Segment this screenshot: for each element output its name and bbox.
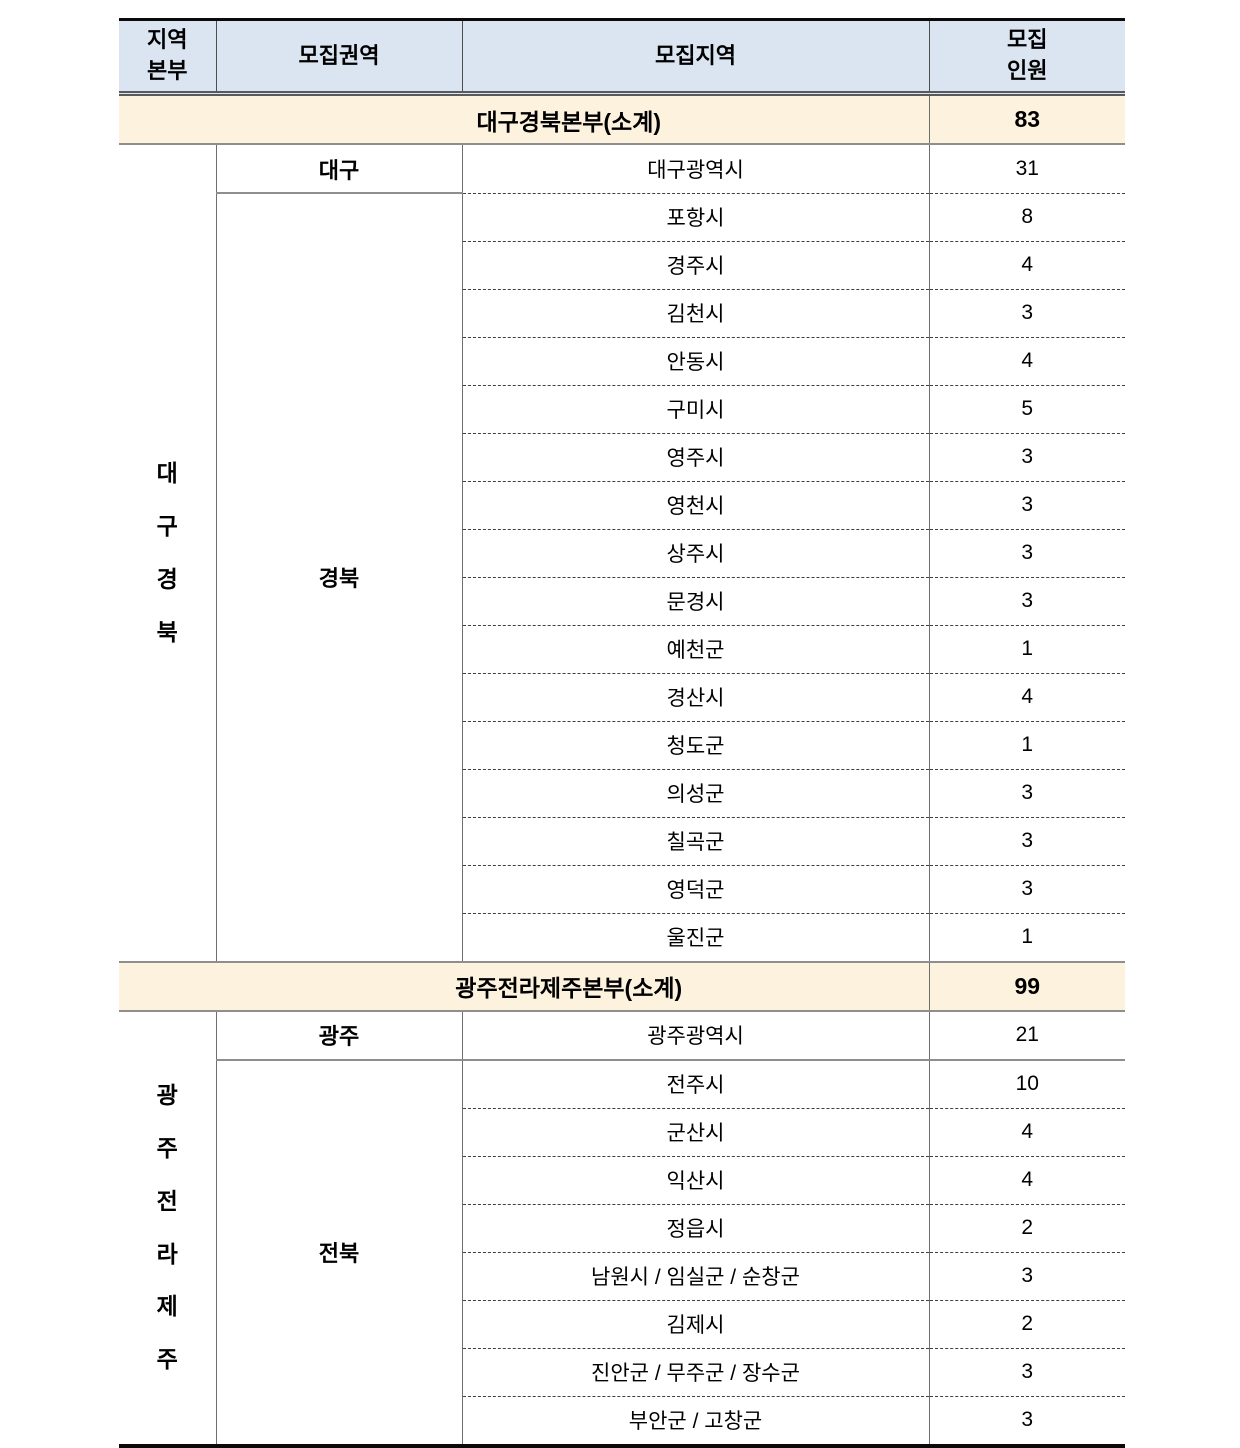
hq-vertical-label: 대 구 경 북 <box>119 144 216 962</box>
table-row: 진안군 / 무주군 / 장수군 3 <box>119 1347 1125 1396</box>
count-cell: 4 <box>928 1155 1125 1204</box>
area-cell: 부안군 / 고창군 <box>461 1395 929 1446</box>
area-cell: 영천시 <box>461 480 929 529</box>
area-cell: 광주광역시 <box>461 1010 929 1060</box>
subtotal-value: 83 <box>928 92 1125 145</box>
header-regional-hq: 지역 본부 <box>119 19 216 96</box>
count-cell: 1 <box>928 624 1125 673</box>
header-recruit-zone: 모집권역 <box>215 19 462 96</box>
count-cell: 4 <box>928 1107 1125 1156</box>
table-row: 김천시 3 <box>119 288 1125 337</box>
area-cell: 의성군 <box>461 768 929 817</box>
table-row: 경주시 4 <box>119 240 1125 289</box>
region-cell: 대구 <box>215 144 462 193</box>
area-cell: 경산시 <box>461 672 929 721</box>
count-cell: 3 <box>928 432 1125 481</box>
table-row: 김제시 2 <box>119 1299 1125 1348</box>
area-cell: 진안군 / 무주군 / 장수군 <box>461 1347 929 1396</box>
region-cell: 광주 <box>215 1010 462 1060</box>
count-cell: 8 <box>928 192 1125 241</box>
area-cell: 김천시 <box>461 288 929 337</box>
count-cell: 3 <box>928 480 1125 529</box>
count-cell: 3 <box>928 576 1125 625</box>
subtotal-label: 대구경북본부(소계) <box>119 92 929 145</box>
subtotal-row: 대구경북본부(소계) 83 <box>119 92 1125 145</box>
area-cell: 상주시 <box>461 528 929 577</box>
count-cell: 4 <box>928 336 1125 385</box>
area-cell: 익산시 <box>461 1155 929 1204</box>
area-cell: 울진군 <box>461 912 929 962</box>
table-row: 정읍시 2 <box>119 1203 1125 1252</box>
count-cell: 3 <box>928 864 1125 913</box>
count-cell: 31 <box>928 144 1125 193</box>
count-cell: 3 <box>928 1395 1125 1446</box>
table-row: 영천시 3 <box>119 480 1125 529</box>
document-page: 지역 본부 모집권역 모집지역 모집 인원 대구경북본부(소계) 83 대 구 경 … <box>119 18 1125 1448</box>
table-row: 익산시 4 <box>119 1155 1125 1204</box>
table-row: 남원시 / 임실군 / 순창군 3 <box>119 1251 1125 1300</box>
table-row: 안동시 4 <box>119 336 1125 385</box>
table-row: 영주시 3 <box>119 432 1125 481</box>
header-recruit-area: 모집지역 <box>461 19 929 96</box>
area-cell: 문경시 <box>461 576 929 625</box>
count-cell: 3 <box>928 288 1125 337</box>
area-cell: 포항시 <box>461 192 929 241</box>
table-row: 상주시 3 <box>119 528 1125 577</box>
area-cell: 남원시 / 임실군 / 순창군 <box>461 1251 929 1300</box>
area-cell: 경주시 <box>461 240 929 289</box>
area-cell: 전주시 <box>461 1058 929 1108</box>
table-row: 대 구 경 북 대구 대구광역시 31 <box>119 144 1125 962</box>
table-row: 전북 전주시 10 <box>119 1058 1125 1446</box>
table-header: 지역 본부 모집권역 모집지역 모집 인원 <box>119 19 1125 96</box>
hq-vertical-label: 광 주 전 라 제 주 <box>119 1010 216 1446</box>
table-row: 구미시 5 <box>119 384 1125 433</box>
recruitment-table: 지역 본부 모집권역 모집지역 모집 인원 대구경북본부(소계) 83 대 구 경 … <box>119 18 1125 1448</box>
header-row: 지역 본부 모집권역 모집지역 모집 인원 <box>119 19 1125 96</box>
table-body: 대구경북본부(소계) 83 대 구 경 북 대구 대구광역시 31 경북 포항시 8 경주시 4 김천… <box>119 92 1125 1446</box>
table-row: 문경시 3 <box>119 576 1125 625</box>
subtotal-label: 광주전라제주본부(소계) <box>119 960 929 1012</box>
count-cell: 3 <box>928 816 1125 865</box>
area-cell: 김제시 <box>461 1299 929 1348</box>
table-row: 군산시 4 <box>119 1107 1125 1156</box>
area-cell: 군산시 <box>461 1107 929 1156</box>
table-row: 경북 포항시 8 <box>119 192 1125 962</box>
area-cell: 정읍시 <box>461 1203 929 1252</box>
count-cell: 3 <box>928 768 1125 817</box>
count-cell: 1 <box>928 720 1125 769</box>
area-cell: 구미시 <box>461 384 929 433</box>
count-cell: 2 <box>928 1299 1125 1348</box>
header-recruit-count: 모집 인원 <box>928 19 1125 96</box>
area-cell: 청도군 <box>461 720 929 769</box>
area-cell: 안동시 <box>461 336 929 385</box>
count-cell: 3 <box>928 1347 1125 1396</box>
count-cell: 2 <box>928 1203 1125 1252</box>
area-cell: 대구광역시 <box>461 144 929 193</box>
table-row: 영덕군 3 <box>119 864 1125 913</box>
subtotal-value: 99 <box>928 960 1125 1012</box>
table-row: 광 주 전 라 제 주 광주 광주광역시 21 <box>119 1010 1125 1446</box>
count-cell: 21 <box>928 1010 1125 1060</box>
region-cell: 경북 <box>215 192 462 962</box>
count-cell: 10 <box>928 1058 1125 1108</box>
count-cell: 4 <box>928 672 1125 721</box>
area-cell: 영덕군 <box>461 864 929 913</box>
count-cell: 4 <box>928 240 1125 289</box>
count-cell: 3 <box>928 1251 1125 1300</box>
table-row: 부안군 / 고창군 3 <box>119 1395 1125 1446</box>
subtotal-row: 광주전라제주본부(소계) 99 <box>119 960 1125 1012</box>
region-cell: 전북 <box>215 1058 462 1446</box>
count-cell: 1 <box>928 912 1125 962</box>
area-cell: 칠곡군 <box>461 816 929 865</box>
table-row: 울진군 1 <box>119 912 1125 962</box>
table-row: 의성군 3 <box>119 768 1125 817</box>
area-cell: 예천군 <box>461 624 929 673</box>
table-row: 칠곡군 3 <box>119 816 1125 865</box>
table-row: 예천군 1 <box>119 624 1125 673</box>
count-cell: 5 <box>928 384 1125 433</box>
table-row: 청도군 1 <box>119 720 1125 769</box>
table-row: 경산시 4 <box>119 672 1125 721</box>
area-cell: 영주시 <box>461 432 929 481</box>
count-cell: 3 <box>928 528 1125 577</box>
